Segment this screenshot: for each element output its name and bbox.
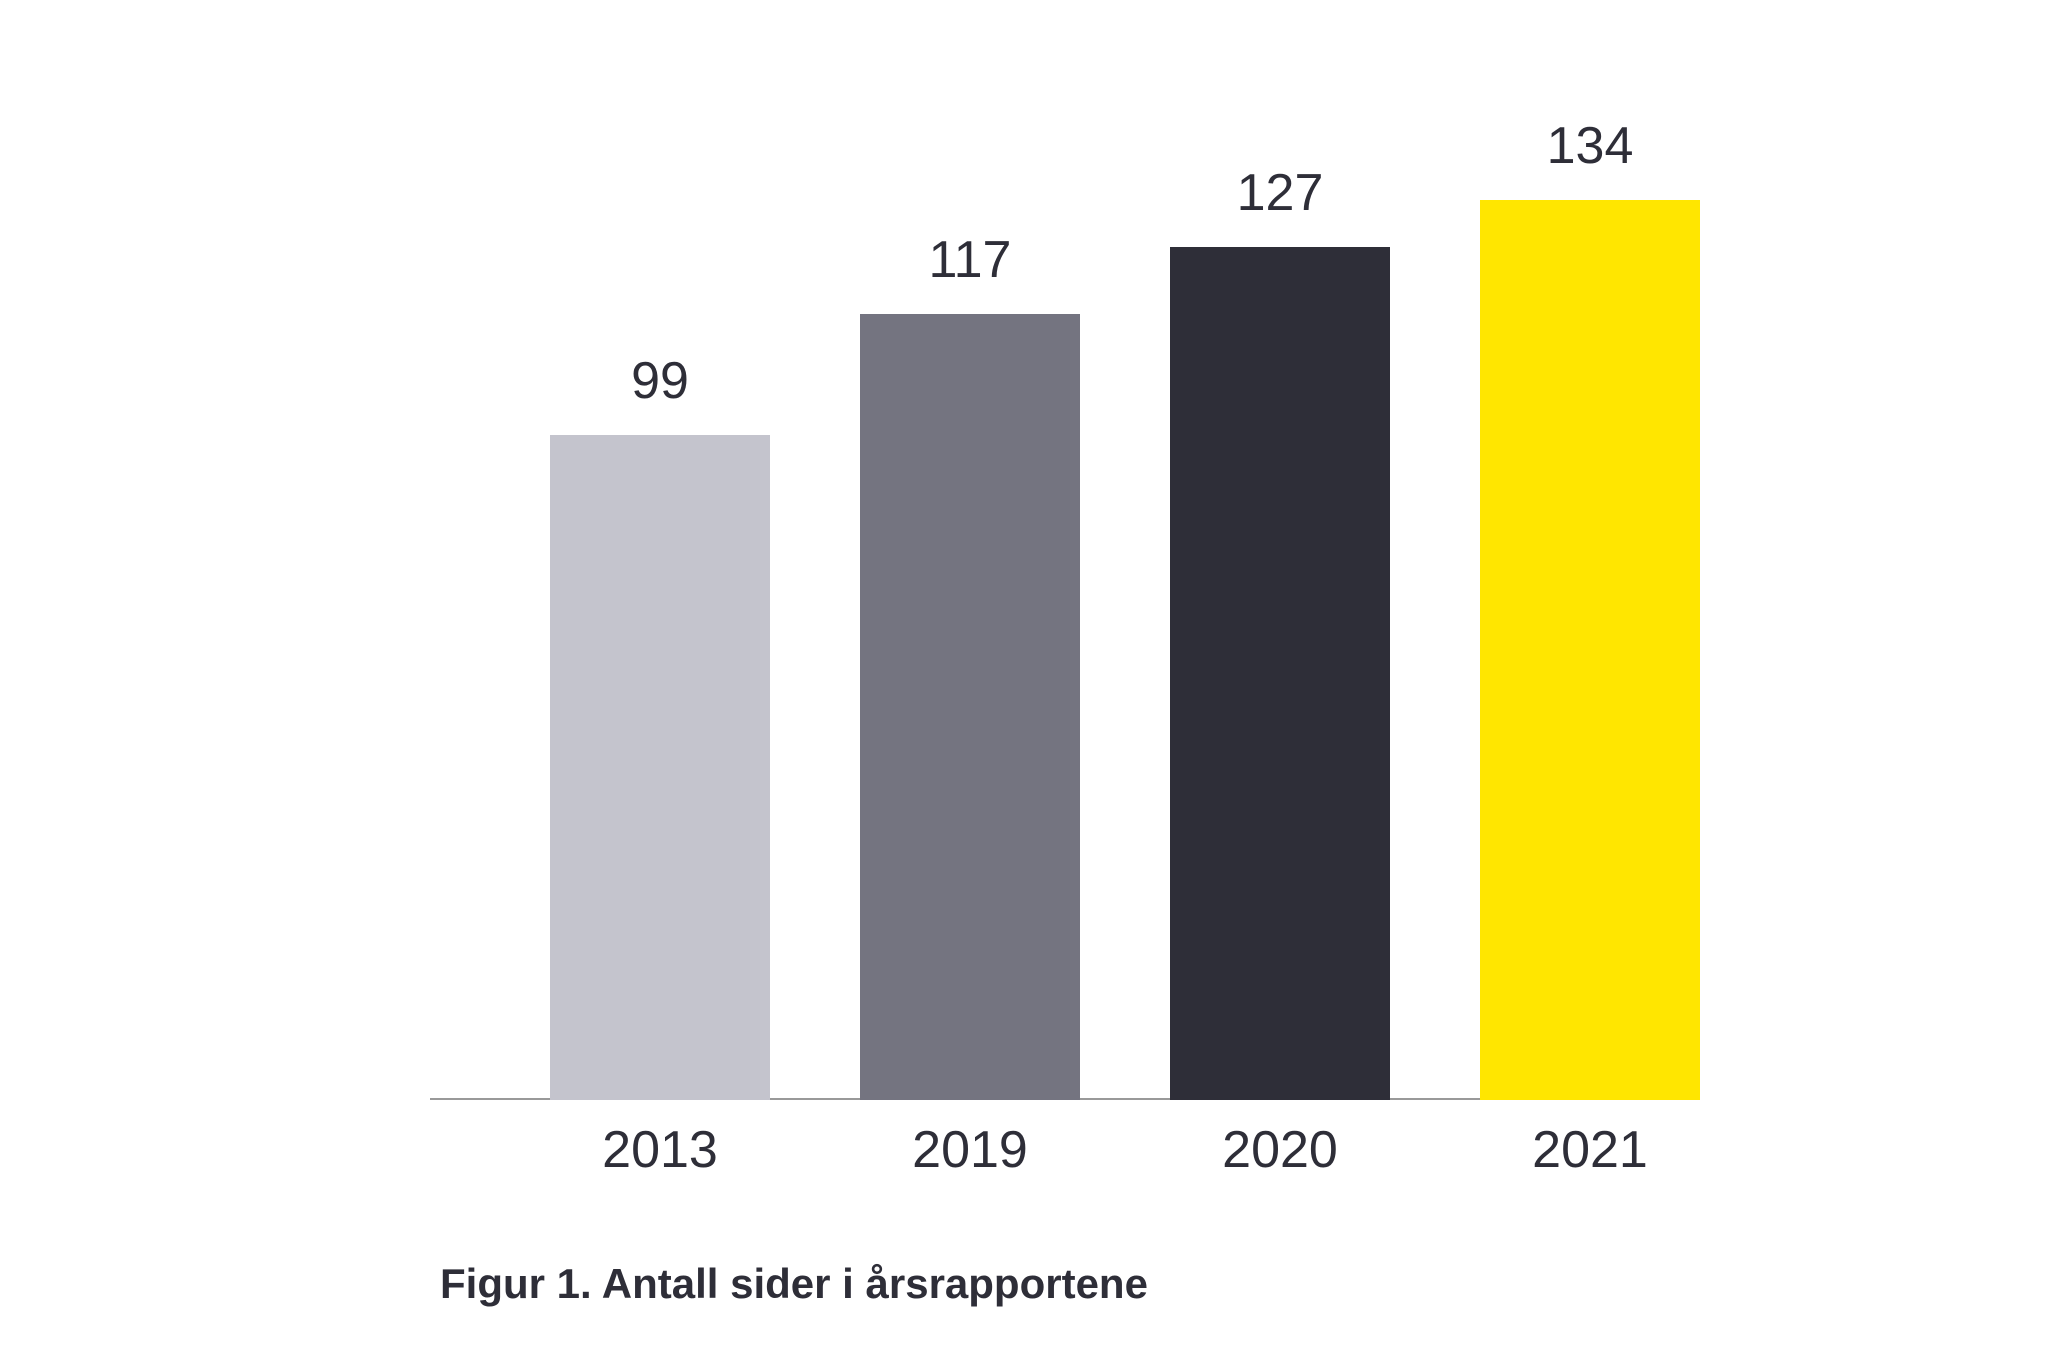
- x-label-0: 2013: [602, 1120, 718, 1180]
- plot-area: 99 117 127 134: [440, 100, 1640, 1100]
- bar-group-2: 127: [1170, 163, 1390, 1100]
- x-label-3: 2021: [1532, 1120, 1648, 1180]
- bar-group-3: 134: [1480, 116, 1700, 1100]
- x-axis-labels: 2013 2019 2020 2021: [440, 1120, 1640, 1180]
- chart-caption: Figur 1. Antall sider i årsrapportene: [440, 1260, 1148, 1308]
- bar-chart: 99 117 127 134: [440, 100, 1640, 1100]
- bar-value-label: 127: [1237, 163, 1324, 223]
- x-label-1: 2019: [912, 1120, 1028, 1180]
- x-label-2: 2020: [1222, 1120, 1338, 1180]
- bar: [550, 435, 770, 1100]
- bar-value-label: 99: [631, 351, 689, 411]
- bar: [1170, 247, 1390, 1100]
- bar-value-label: 134: [1547, 116, 1634, 176]
- bar-value-label: 117: [929, 230, 1012, 290]
- bar: [1480, 200, 1700, 1100]
- bar-group-1: 117: [860, 230, 1080, 1100]
- bar: [860, 314, 1080, 1100]
- bar-group-0: 99: [550, 351, 770, 1100]
